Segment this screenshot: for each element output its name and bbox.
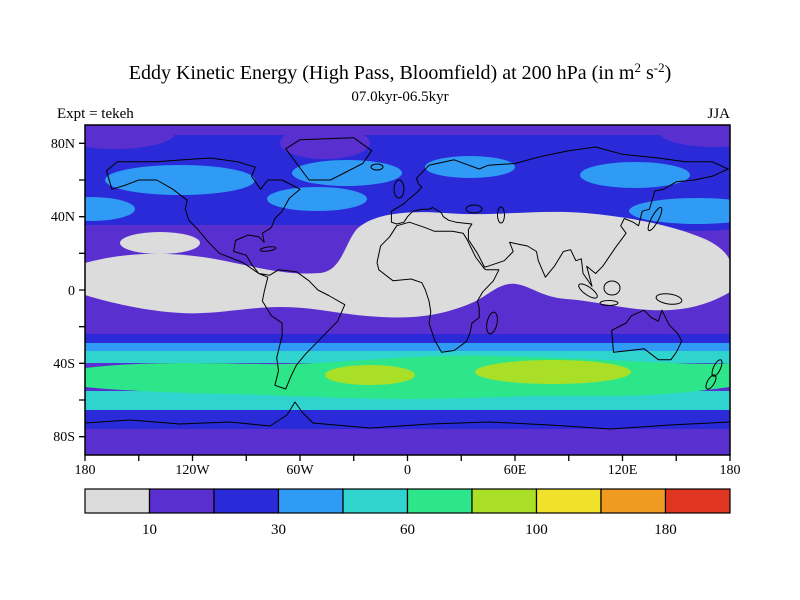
y-axis-ticks — [79, 142, 85, 438]
coastline-newzealand-south — [705, 374, 717, 390]
colorbar-segment — [342, 488, 409, 514]
coastline-java — [599, 300, 619, 306]
coastline-newguinea — [655, 293, 683, 305]
field-purple-notch-indianocean — [489, 290, 537, 324]
experiment-label: Expt = tekeh — [57, 106, 134, 122]
field-polar-purple-greenland — [280, 127, 370, 159]
coastline-americas — [106, 157, 346, 390]
colorbar-label: 100 — [525, 522, 548, 538]
field-cyan-natlantic — [292, 160, 402, 186]
coastline-caspian — [497, 206, 505, 224]
colorbar-label: 30 — [271, 522, 286, 538]
colorbar-segment — [84, 488, 151, 514]
colorbar-label: 10 — [142, 522, 157, 538]
coastline-australia — [611, 309, 683, 361]
coastline-borneo — [603, 280, 621, 296]
colorbar-segment — [535, 488, 602, 514]
field-gray-tropics — [85, 211, 730, 318]
field-cyan-npacific — [105, 165, 255, 195]
field-max-sindian — [475, 360, 631, 384]
x-tick-label: 0 — [404, 463, 411, 478]
x-tick-label: 180 — [720, 463, 741, 478]
field-jet-cyan — [629, 198, 730, 224]
coastline-antarctica — [85, 401, 730, 430]
field-max-satlantic — [325, 365, 415, 385]
colorbar-segment — [664, 488, 731, 514]
colorbar-segment — [471, 488, 538, 514]
coastline-greenland — [285, 137, 373, 181]
x-tick-label: 60E — [504, 463, 527, 478]
field-south-azure-band — [85, 343, 730, 353]
x-tick-label: 180 — [75, 463, 96, 478]
colorbar: 10 30 60 100 180 — [84, 488, 731, 538]
field-antarctic-purple-band — [85, 429, 730, 455]
field-cyan-nwatlantic — [267, 187, 367, 211]
y-tick-label: 40N — [51, 210, 75, 225]
coastline-eurasia — [390, 146, 729, 287]
field-polar-purple-right — [660, 125, 730, 147]
coastline-iceland — [370, 163, 384, 171]
x-tick-label: 120W — [175, 463, 210, 478]
coastline-britain — [393, 179, 405, 199]
colorbar-segment — [600, 488, 667, 514]
coastline-blacksea — [465, 204, 483, 214]
x-tick-label: 120E — [608, 463, 638, 478]
x-axis-ticks — [84, 455, 731, 461]
coastline-africa — [376, 221, 500, 353]
map-area — [85, 125, 730, 455]
y-tick-label: 40S — [53, 357, 75, 372]
season-label: JJA — [707, 106, 730, 122]
y-tick-label: 0 — [68, 284, 75, 299]
coastline-cuba — [259, 246, 277, 252]
field-south-cyan-band-lower — [85, 391, 730, 413]
coastline-sumatra — [578, 283, 598, 299]
y-tick-label: 80N — [51, 137, 75, 152]
map-field — [85, 125, 730, 455]
field-south-blue-band-lower — [85, 410, 730, 432]
colorbar-segment — [148, 488, 215, 514]
colorbar-label: 180 — [654, 522, 677, 538]
field-jet-cyan-wrap — [85, 197, 135, 221]
colorbar-segment — [213, 488, 280, 514]
colorbar-segment — [277, 488, 344, 514]
field-polar-purple-left — [85, 125, 175, 149]
field-cyan-scandinavia — [425, 156, 515, 178]
field-cyan-esiberia — [580, 162, 690, 188]
colorbar-label: 60 — [400, 522, 415, 538]
y-tick-label: 80S — [53, 430, 75, 445]
coastline-newzealand-north — [711, 359, 723, 377]
coastline-japan — [647, 206, 663, 232]
x-tick-label: 60W — [286, 463, 314, 478]
field-gray-mexico — [120, 232, 200, 254]
coastline-madagascar — [486, 311, 498, 335]
subtitle: 07.0kyr-06.5kyr — [351, 89, 448, 105]
page-title: Eddy Kinetic Energy (High Pass, Bloomfie… — [129, 60, 672, 84]
colorbar-segment — [406, 488, 473, 514]
